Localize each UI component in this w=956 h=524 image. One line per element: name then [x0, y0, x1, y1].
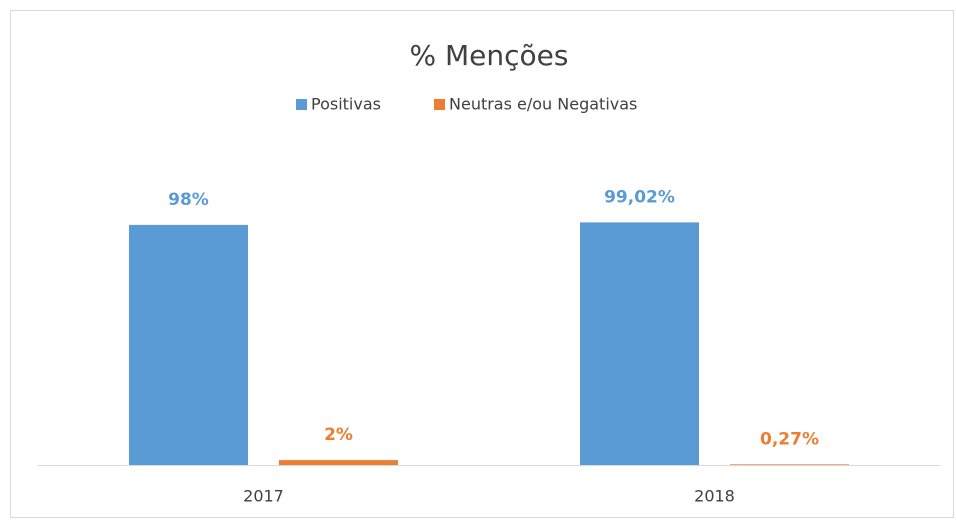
bar: [730, 464, 849, 465]
data-label: 2%: [324, 425, 353, 445]
x-tick-label: 2017: [243, 487, 284, 506]
data-label: 98%: [168, 190, 209, 210]
legend-swatch: [296, 99, 307, 110]
bar: [580, 222, 699, 465]
bar: [279, 460, 398, 465]
legend-swatch: [434, 99, 445, 110]
chart-title: % Menções: [410, 39, 569, 72]
legend-label: Positivas: [311, 95, 381, 114]
data-label: 0,27%: [760, 429, 819, 449]
data-label: 99,02%: [604, 187, 675, 207]
legend-label: Neutras e/ou Negativas: [449, 95, 637, 114]
x-tick-label: 2018: [694, 487, 735, 506]
bar: [129, 224, 248, 465]
